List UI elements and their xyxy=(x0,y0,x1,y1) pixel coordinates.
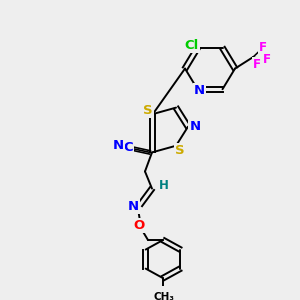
Text: N: N xyxy=(112,139,124,152)
Text: S: S xyxy=(143,104,153,117)
Text: N: N xyxy=(194,84,205,97)
Text: N: N xyxy=(189,120,201,133)
Text: F: F xyxy=(263,52,271,66)
Text: F: F xyxy=(259,41,267,54)
Text: CH₃: CH₃ xyxy=(154,292,175,300)
Text: H: H xyxy=(159,179,169,192)
Text: C: C xyxy=(123,141,133,154)
Text: S: S xyxy=(175,144,185,157)
Text: N: N xyxy=(128,200,139,213)
Text: O: O xyxy=(134,219,145,232)
Text: F: F xyxy=(253,58,261,71)
Text: Cl: Cl xyxy=(184,39,199,52)
